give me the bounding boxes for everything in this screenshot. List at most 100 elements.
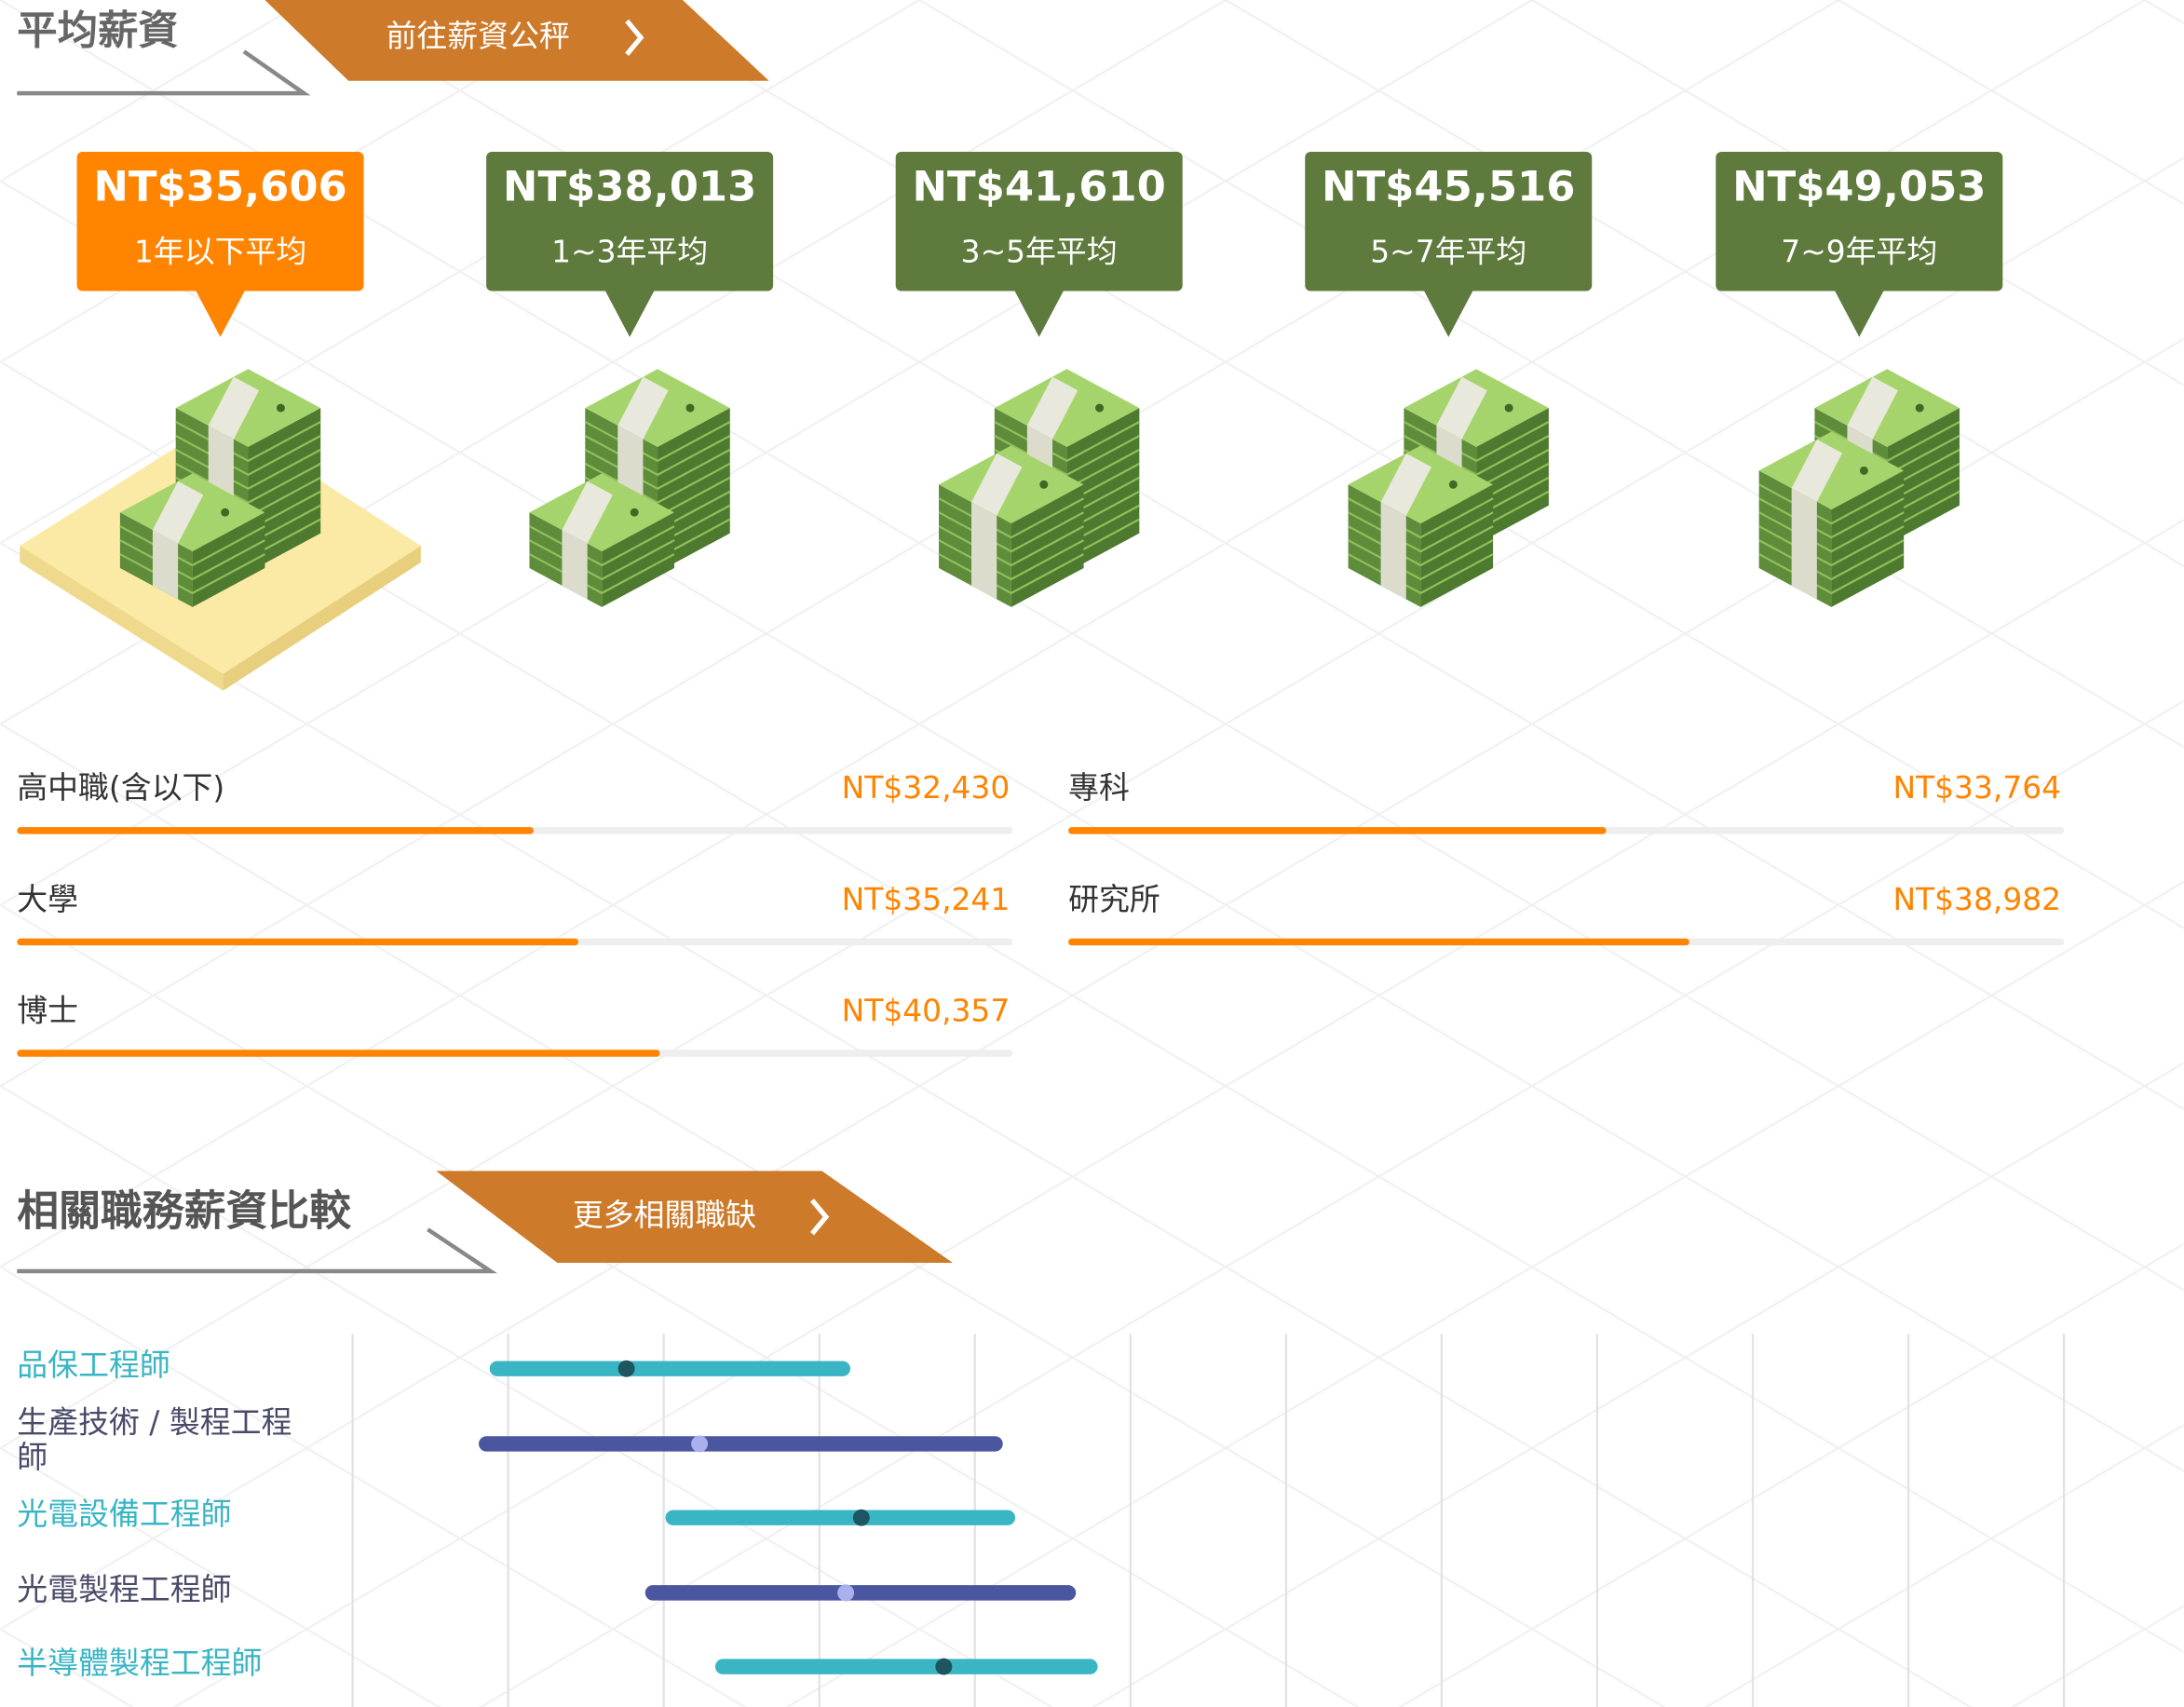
salary-label: 7~9年平均 xyxy=(1781,234,1937,270)
education-label: 大學 xyxy=(17,881,78,917)
job-label[interactable]: 品保工程師 xyxy=(17,1348,170,1385)
money-stack xyxy=(1758,369,1960,607)
callout-pointer xyxy=(1423,289,1474,337)
callout-box xyxy=(1716,151,2003,291)
callout-pointer xyxy=(604,289,656,337)
brick-edge xyxy=(528,525,675,567)
brick-dot xyxy=(221,508,230,517)
brick-top-band xyxy=(617,376,669,440)
bar xyxy=(1068,827,1607,834)
brick-dot xyxy=(1859,466,1868,475)
salary-amount: NT$49,053 xyxy=(1732,161,1986,210)
callout-pointer xyxy=(195,289,246,337)
salary-callout: NT$38,013 1~3年平均 xyxy=(486,151,774,337)
brick-right xyxy=(1831,470,1905,607)
callout-box xyxy=(76,151,364,291)
salary-label: 3~5年平均 xyxy=(961,234,1118,270)
brick-edge xyxy=(1348,525,1494,567)
brick-band xyxy=(562,530,588,600)
brick-edge xyxy=(1758,511,1905,553)
brick-right xyxy=(1887,408,1960,545)
median-dot xyxy=(935,1658,953,1675)
money-stack xyxy=(1348,369,1550,607)
brick-edge xyxy=(1348,553,1494,595)
job-label[interactable]: 半導體製程工程師 xyxy=(17,1646,263,1683)
bar xyxy=(17,827,534,834)
education-label: 高中職(含以下) xyxy=(17,769,224,806)
education-value: NT$40,357 xyxy=(842,992,1011,1028)
brick-edge xyxy=(1758,539,1905,581)
brick-top-band xyxy=(1847,376,1898,440)
callout-box xyxy=(486,151,774,291)
median-dot xyxy=(691,1435,709,1453)
brick-edge xyxy=(175,421,321,463)
brick-top-band xyxy=(971,453,1023,516)
brick-dot xyxy=(630,508,639,517)
salary-amount: NT$41,610 xyxy=(912,161,1165,210)
education-value: NT$35,241 xyxy=(842,881,1011,917)
brick-edge xyxy=(528,539,675,581)
job-label-box: 光電製程工程師 xyxy=(17,1573,232,1608)
button-label[interactable]: 前往薪資公秤 xyxy=(387,18,570,54)
brick-dot xyxy=(276,403,285,413)
salary-amount: NT$38,013 xyxy=(503,161,756,210)
salary-callout: NT$45,516 5~7年平均 xyxy=(1305,151,1593,337)
brick-dot xyxy=(1095,403,1105,413)
callout-pointer xyxy=(1834,289,1885,337)
brick-edge xyxy=(1348,539,1494,581)
education-label: 專科 xyxy=(1068,769,1130,806)
salary-callout: NT$35,606 1年以下平均 xyxy=(76,151,364,337)
salary-label: 5~7年平均 xyxy=(1370,234,1526,270)
brick-dot xyxy=(685,403,695,413)
brick-edge xyxy=(1403,434,1550,477)
median-dot xyxy=(837,1584,855,1602)
section-header: 相關職務薪資比較 更多相關職缺 xyxy=(17,1171,953,1274)
job-label[interactable]: 光電設備工程師 xyxy=(17,1497,232,1534)
brick-right xyxy=(1066,408,1140,573)
education-value: NT$32,430 xyxy=(842,769,1011,806)
brick-right xyxy=(1476,408,1549,545)
brick-edge xyxy=(175,434,321,477)
brick-right xyxy=(658,408,730,573)
job-label[interactable]: 生產技術 / 製程工程師 xyxy=(17,1406,292,1476)
brick-edge xyxy=(175,448,321,491)
brick-edge xyxy=(1758,497,1905,539)
button[interactable]: 前往薪資公秤 xyxy=(265,0,769,81)
brick-edge xyxy=(119,525,265,567)
brick-top-band xyxy=(1791,439,1843,502)
salary-amount: NT$45,516 xyxy=(1322,161,1575,210)
brick-band xyxy=(1791,488,1817,600)
button[interactable]: 更多相關職缺 xyxy=(436,1171,953,1264)
button-label[interactable]: 更多相關職缺 xyxy=(573,1197,756,1233)
brick-edge xyxy=(119,553,265,595)
bar xyxy=(17,938,579,946)
brick-edge xyxy=(1348,511,1494,553)
bar xyxy=(17,1050,660,1057)
callout-box xyxy=(1305,151,1593,291)
brick-top-band xyxy=(1436,376,1487,440)
median-dot xyxy=(852,1509,870,1526)
brick-top-band xyxy=(208,376,260,440)
brick-edge xyxy=(938,511,1085,553)
brick-edge xyxy=(938,525,1085,567)
salary-label: 1年以下平均 xyxy=(134,234,306,270)
salary-amount: NT$35,606 xyxy=(93,161,346,210)
education-value: NT$38,982 xyxy=(1892,881,2061,917)
salary-callout: NT$49,053 7~9年平均 xyxy=(1716,151,2003,337)
brick-top-band xyxy=(562,481,613,544)
median-dot xyxy=(617,1360,635,1377)
brick-top-band xyxy=(1026,376,1078,440)
callout-box xyxy=(895,151,1183,291)
brick-dot xyxy=(1448,480,1458,489)
brick-edge xyxy=(938,497,1085,539)
job-label[interactable]: 光電製程工程師 xyxy=(17,1573,232,1608)
brick-edge xyxy=(584,434,731,477)
brick-top-band xyxy=(1380,453,1432,516)
section-title: 相關職務薪資比較 xyxy=(17,1186,352,1236)
brick-edge xyxy=(584,448,731,491)
brick-edge xyxy=(994,421,1140,463)
brick-band xyxy=(1380,502,1406,600)
brick-edge xyxy=(1758,553,1905,595)
